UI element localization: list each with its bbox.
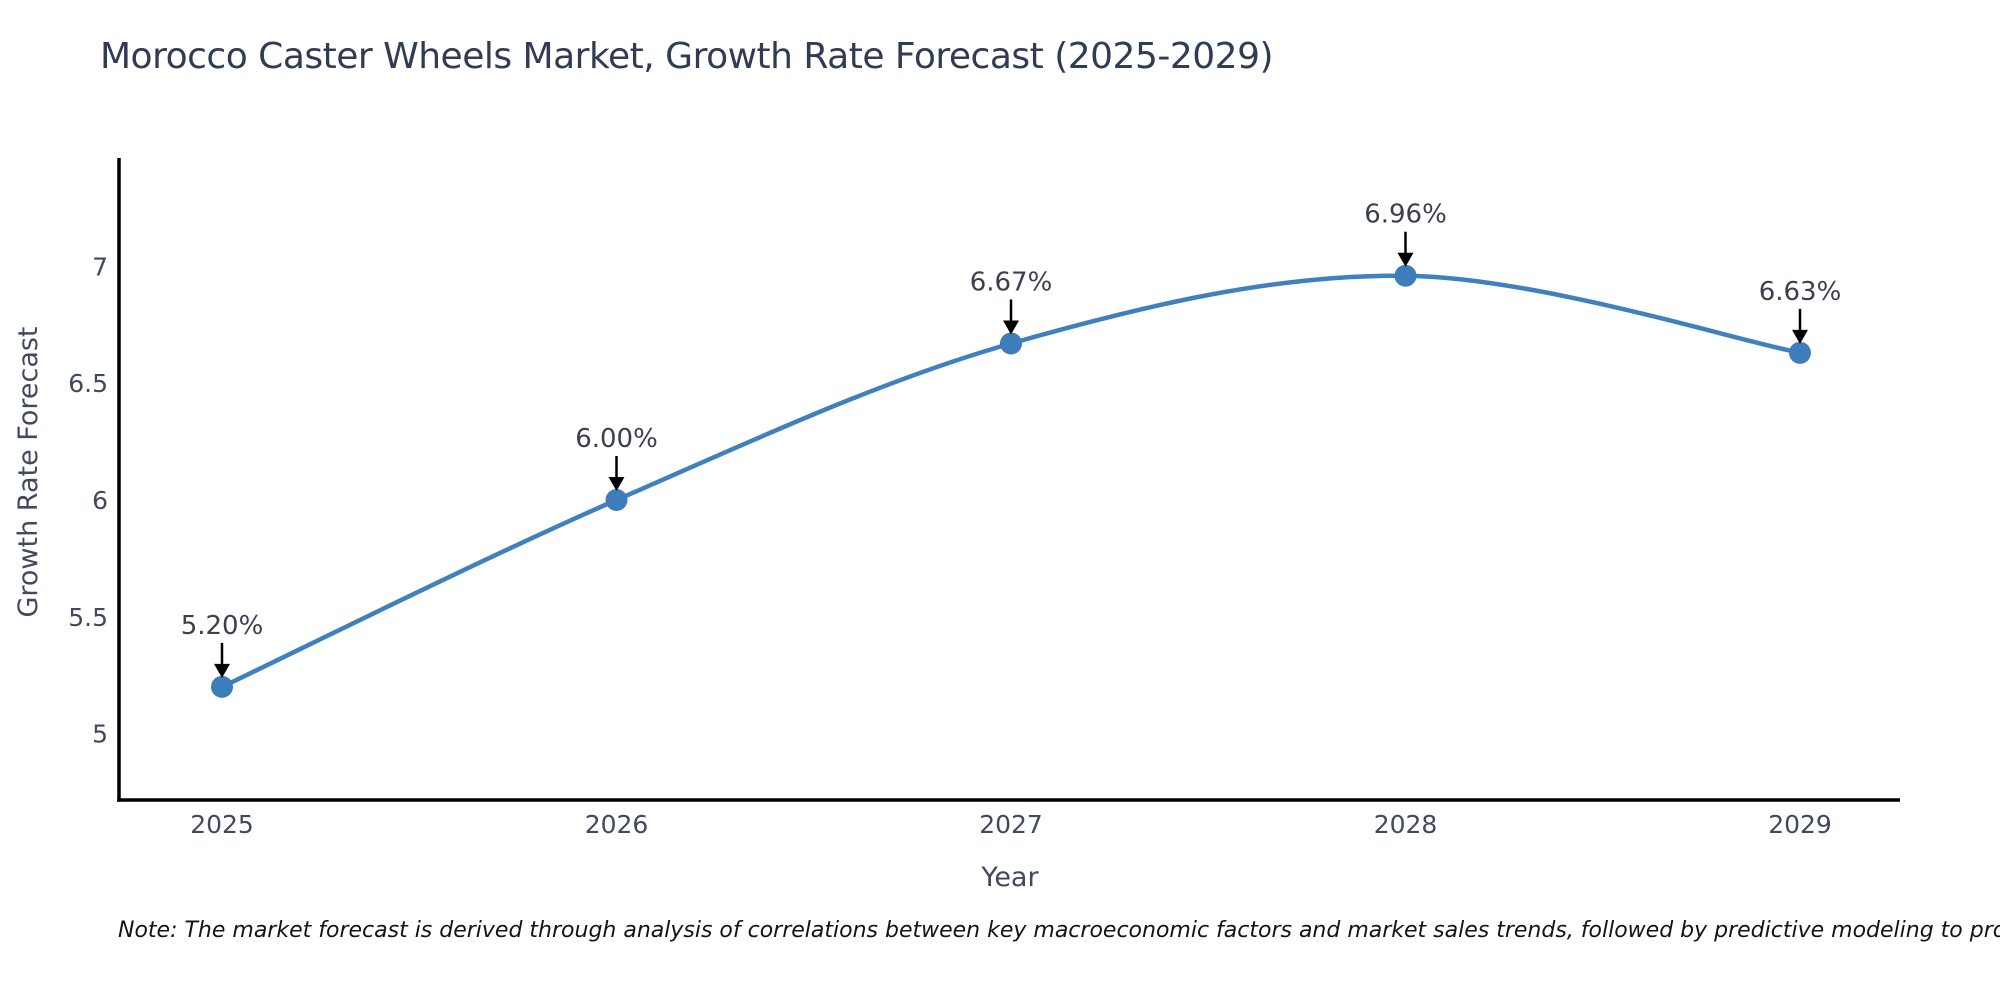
x-tick-label: 2026	[585, 810, 649, 839]
data-point-label: 6.67%	[970, 267, 1053, 297]
data-point-marker	[1789, 341, 1811, 364]
y-axis-title: Growth Rate Forecast	[13, 326, 44, 617]
data-point-label: 6.63%	[1759, 277, 1842, 307]
annotation-arrow-head	[1003, 320, 1019, 335]
y-tick-label: 6.5	[68, 369, 108, 398]
annotation-arrow-head	[1792, 329, 1808, 344]
y-tick-label: 7	[92, 252, 108, 281]
data-point-marker	[605, 489, 628, 511]
x-tick-label: 2025	[190, 810, 254, 839]
x-tick-label: 2027	[979, 810, 1043, 839]
annotation-arrow-head	[608, 477, 625, 491]
data-point-label: 5.20%	[181, 611, 264, 641]
data-point-label: 6.96%	[1364, 200, 1447, 230]
x-tick-label: 2028	[1374, 810, 1438, 839]
annotation-arrow-head	[1397, 252, 1414, 267]
y-tick-label: 5.5	[68, 603, 108, 632]
point-annotations: 5.20% 6.00% 6.67% 6.96% 6.63%	[181, 200, 1842, 678]
data-point-label: 6.00%	[575, 424, 658, 454]
data-point-marker	[1394, 264, 1417, 287]
data-point-marker	[211, 675, 233, 698]
footnote: Note: The market forecast is derived thr…	[118, 918, 2000, 943]
chart-title: Morocco Caster Wheels Market, Growth Rat…	[100, 36, 1274, 77]
y-axis-tick-labels: 7 6.5 6 5.5 5	[68, 252, 108, 748]
x-tick-label: 2029	[1768, 810, 1832, 839]
data-point-marker	[1000, 332, 1022, 355]
y-tick-label: 6	[92, 486, 108, 515]
x-axis-tick-labels: 2025 2026 2027 2028 2029	[190, 810, 1832, 839]
y-tick-label: 5	[92, 720, 108, 749]
annotation-arrow-head	[214, 663, 230, 678]
x-axis-title: Year	[980, 862, 1039, 893]
series-growth-rate	[211, 264, 1811, 698]
